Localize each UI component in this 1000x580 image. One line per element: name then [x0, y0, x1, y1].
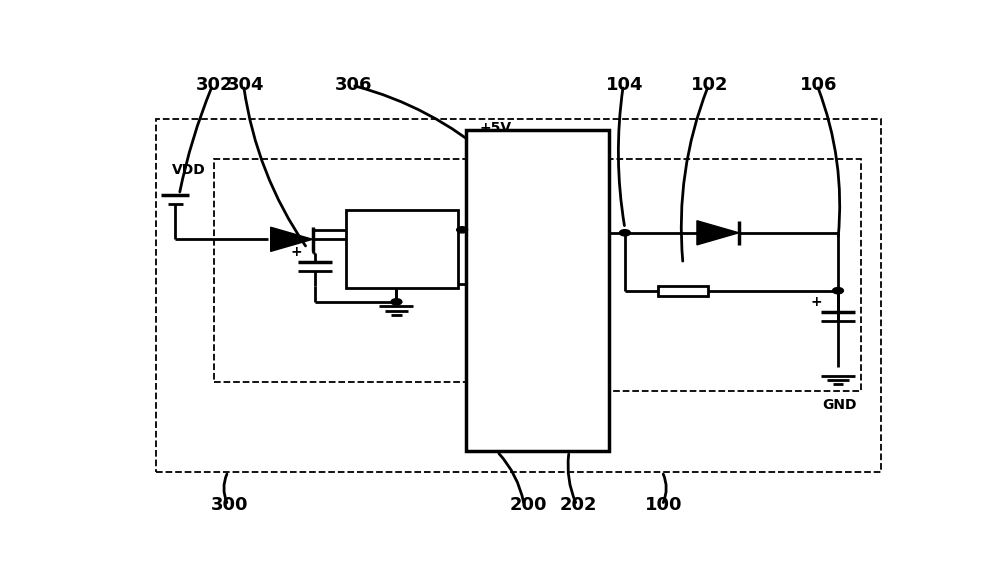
Text: 302: 302: [195, 76, 233, 94]
Polygon shape: [271, 227, 313, 251]
Text: 304: 304: [226, 76, 264, 94]
Text: +: +: [290, 245, 302, 259]
Text: 100: 100: [645, 496, 682, 514]
Text: 106: 106: [800, 76, 837, 94]
Bar: [594, 159, 861, 391]
Text: VCC: VCC: [474, 181, 505, 195]
Text: 202: 202: [560, 496, 597, 514]
Polygon shape: [697, 221, 739, 245]
Circle shape: [391, 299, 402, 305]
Circle shape: [619, 230, 630, 236]
Text: Vin  +5V: Vin +5V: [354, 227, 407, 237]
Text: 306: 306: [335, 76, 372, 94]
Text: AD2: AD2: [493, 363, 522, 376]
Bar: [346, 211, 458, 288]
Text: 300: 300: [211, 496, 248, 514]
Circle shape: [457, 227, 468, 233]
Bar: [658, 286, 708, 296]
Text: AD3: AD3: [493, 397, 522, 410]
Text: AN1: AN1: [474, 226, 506, 240]
Bar: [156, 119, 881, 472]
Text: +: +: [811, 295, 822, 309]
Text: GND: GND: [822, 398, 857, 412]
Circle shape: [833, 288, 843, 294]
Bar: [214, 159, 474, 382]
Text: GND: GND: [365, 259, 393, 269]
Bar: [485, 313, 590, 434]
Text: GND: GND: [474, 277, 508, 291]
Text: 102: 102: [691, 76, 729, 94]
Text: VDD: VDD: [172, 163, 205, 177]
Text: +5V: +5V: [479, 121, 511, 135]
Text: 200: 200: [509, 496, 547, 514]
Text: AD1: AD1: [493, 329, 522, 343]
Bar: [466, 130, 609, 451]
Text: 104: 104: [606, 76, 644, 94]
